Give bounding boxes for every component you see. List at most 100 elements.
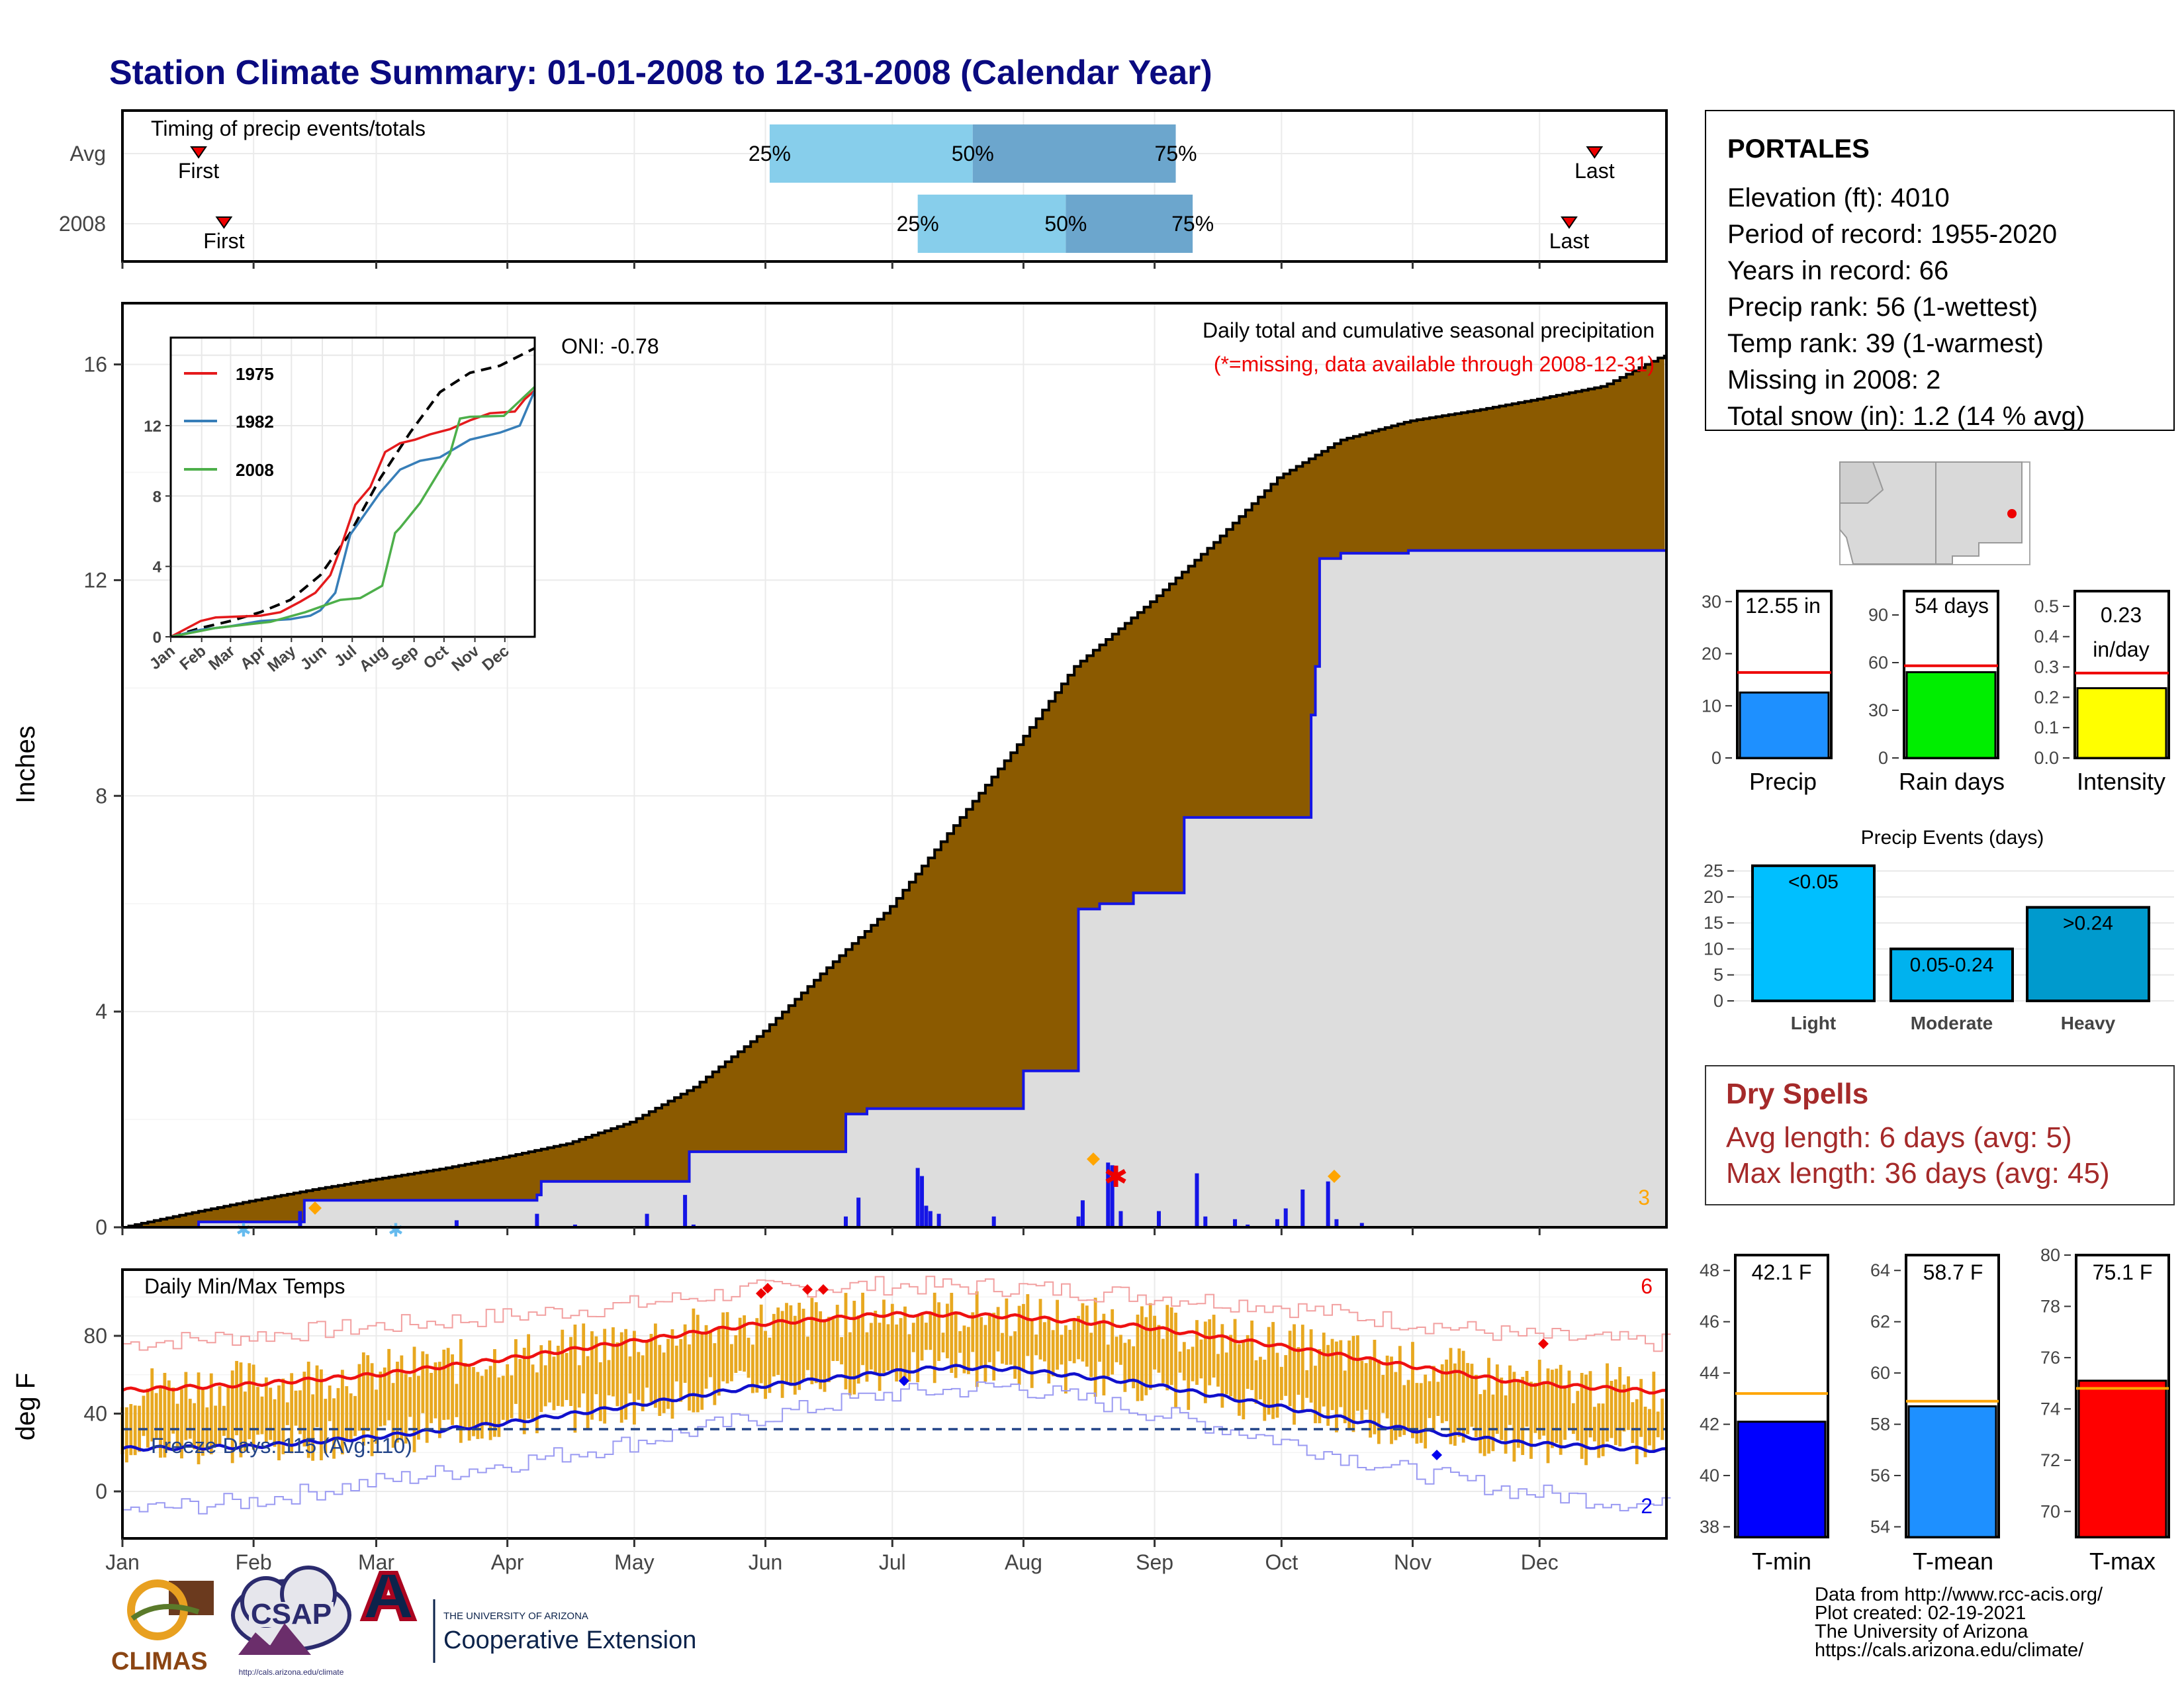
daily-temp-bar [142, 1395, 146, 1436]
daily-temp-bar [1364, 1363, 1368, 1410]
tmax-y-tick-label: 72 [2040, 1450, 2060, 1470]
record-high-marker [818, 1284, 829, 1295]
locator-map [1839, 461, 2030, 565]
timing-avg-last-marker [1586, 146, 1604, 159]
daily-temp-bar [345, 1386, 349, 1440]
daily-temp-bar [865, 1332, 869, 1382]
daily-temp-bar [573, 1324, 577, 1433]
daily-temp-bar [1339, 1340, 1343, 1407]
daily-temp-bar [175, 1403, 179, 1448]
daily-temp-bar [1559, 1364, 1563, 1455]
tmin-value-text: 42.1 F [1752, 1260, 1812, 1284]
tmean-y-tick-label: 60 [1870, 1363, 1890, 1383]
daily-temp-bar [755, 1318, 759, 1393]
precip-mini-y-tick-label: 10 [1702, 696, 1721, 716]
timing-row-avg-label: Avg [69, 142, 106, 165]
climas-logo: CLIMAS [111, 1579, 214, 1675]
inset-month-label: Apr [237, 642, 269, 673]
month-label: Dec [1521, 1550, 1559, 1574]
daily-temp-bar [1326, 1344, 1330, 1426]
daily-temp-bar [1123, 1342, 1127, 1392]
daily-temp-bar [1318, 1349, 1322, 1424]
intensity-mini-y-tick-label: 0.0 [2034, 748, 2059, 768]
tmean-y-tick-label: 54 [1870, 1517, 1890, 1537]
timing-2008-q50-label: 50% [1044, 212, 1087, 236]
legend-label-1975: 1975 [236, 364, 274, 384]
tmin-y-tick-label: 42 [1700, 1415, 1719, 1434]
precip-y-tick-label: 4 [95, 1000, 107, 1023]
csap-logo: CSAP http://cals.arizona.edu/climate [231, 1566, 351, 1677]
timing-2008-last-marker [1561, 216, 1578, 229]
daily-temp-bar [1385, 1355, 1389, 1419]
inset-line-1982 [170, 390, 536, 638]
daily-temp-bar [1618, 1367, 1622, 1447]
daily-temp-bar [1440, 1364, 1444, 1423]
daily-temp-bar [1153, 1315, 1156, 1370]
temp-title: Daily Min/Max Temps [144, 1274, 345, 1298]
daily-temp-bar [598, 1362, 602, 1421]
csap-logo-text: CSAP [251, 1598, 332, 1630]
month-axis: Jan Feb Mar Apr May Jun Jul Aug Sep Oct Nov Dec [105, 261, 1559, 1574]
intensity-mini-y-tick-label: 0.3 [2034, 657, 2059, 677]
daily-temp-bar [1148, 1303, 1152, 1390]
events-y-tick-label: 10 [1704, 939, 1723, 959]
precip-mini-y-tick-label: 30 [1702, 592, 1721, 612]
daily-temp-bar [1394, 1372, 1398, 1440]
timing-2008-q25-q50-bar [917, 195, 1066, 253]
daily-precip-bar [1283, 1208, 1288, 1227]
daily-temp-bar [1542, 1382, 1546, 1436]
daily-temp-bar [747, 1337, 751, 1378]
daily-temp-bar [1199, 1339, 1203, 1379]
timing-panel: 25% 50% 75% First Last 25% 50% 75% First Last Tim… [59, 109, 1668, 263]
daily-temp-bar [235, 1360, 238, 1436]
daily-temp-bars [120, 1291, 1664, 1466]
daily-precip-bar [915, 1168, 920, 1227]
events-bar-label: 0.05-0.24 [1910, 954, 1994, 976]
temp-frame [121, 1268, 1668, 1540]
daily-temp-bar [966, 1327, 970, 1374]
daily-temp-bar [463, 1362, 467, 1430]
tmax-y-tick-label: 74 [2040, 1399, 2060, 1419]
station-temp-rank: Temp rank: 39 (1-warmest) [1727, 329, 2044, 358]
daily-temp-bar [768, 1337, 772, 1393]
map-state-new-mexico [1935, 461, 2023, 565]
raindays-mini-y-tick-label: 0 [1878, 748, 1888, 768]
station-precip-rank: Precip rank: 56 (1-wettest) [1727, 293, 2038, 322]
daily-temp-bar [878, 1323, 882, 1391]
timing-avg-last-label: Last [1574, 159, 1615, 183]
daily-temp-bar [501, 1376, 505, 1420]
month-label: Jun [749, 1550, 783, 1574]
daily-temp-bar [1017, 1305, 1021, 1385]
daily-temp-bar [1271, 1322, 1275, 1419]
daily-temp-bar [171, 1387, 175, 1434]
tmax-bar [2077, 1380, 2167, 1538]
daily-temp-bar [1136, 1314, 1140, 1401]
daily-precip-bar [856, 1197, 861, 1227]
daily-temp-bar [1300, 1325, 1304, 1413]
record-high-marker [802, 1284, 813, 1295]
tmean-label: T-mean [1913, 1548, 1993, 1575]
daily-temp-bar [1445, 1359, 1449, 1421]
daily-precip-bar [1106, 1162, 1111, 1227]
raindays-mini-label: Rain days [1899, 768, 2005, 795]
month-label: Oct [1265, 1550, 1298, 1574]
footer-url: https://cals.arizona.edu/climate/ [1815, 1640, 2084, 1661]
dry-spells-avg: Avg length: 6 days (avg: 5) [1726, 1121, 2072, 1154]
dry-spells-title: Dry Spells [1726, 1078, 1868, 1110]
events-y-tick-label: 20 [1704, 887, 1723, 907]
daily-precip-bar [535, 1213, 539, 1227]
daily-temp-bar [1597, 1403, 1601, 1458]
daily-temp-bar [721, 1312, 725, 1382]
daily-temp-bar [133, 1405, 137, 1456]
dry-spells-box: Dry Spells Avg length: 6 days (avg: 5) M… [1705, 1065, 2175, 1205]
timing-frame [121, 109, 1668, 263]
ua-a-mark [359, 1571, 418, 1621]
daily-temp-bar [1415, 1383, 1419, 1444]
daily-precip-bar [1156, 1211, 1161, 1227]
daily-temp-bar [1077, 1315, 1080, 1360]
raindays-mini-bar: 0 30 60 90 54 days Rain days [1868, 590, 2005, 795]
daily-temp-bar [430, 1372, 433, 1423]
daily-temp-bar [861, 1292, 864, 1366]
timing-marks: 25% 50% 75% First Last 25% 50% 75% First Last [178, 124, 1615, 253]
missing-data-marker: ✱ [1104, 1161, 1128, 1194]
